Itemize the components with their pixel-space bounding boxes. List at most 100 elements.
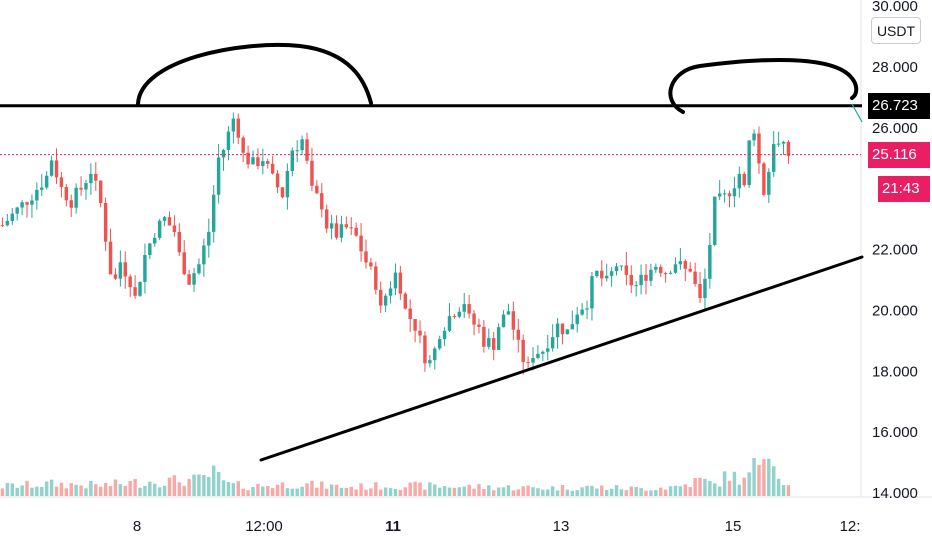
candle-body	[320, 193, 324, 210]
volume-bar	[506, 485, 511, 496]
candle-body	[285, 171, 290, 198]
volume-bar	[84, 488, 88, 496]
volume-bar	[226, 482, 231, 496]
candle-body	[708, 244, 712, 279]
volume-bar	[324, 488, 329, 496]
volume-bar	[354, 489, 358, 496]
candle-body	[477, 324, 481, 327]
volume-bar	[138, 487, 142, 496]
volume-bar	[20, 485, 24, 496]
volume-bar	[315, 487, 319, 496]
volume-bar	[452, 487, 457, 496]
y-tick-label: 16.000	[872, 424, 918, 441]
candle-body	[703, 278, 707, 298]
candle-body	[413, 319, 417, 331]
candle-body	[94, 173, 98, 181]
candle-body	[202, 245, 206, 265]
volume-bar	[708, 480, 712, 496]
candle-body	[757, 133, 761, 164]
volume-bar	[457, 487, 462, 496]
volume-bar	[541, 489, 545, 496]
candle-body	[590, 276, 594, 309]
currency-unit-button[interactable]: USDT	[871, 17, 921, 44]
volume-bar	[423, 489, 427, 496]
candles	[0, 112, 791, 375]
candle-body	[747, 140, 751, 186]
volume-bar	[5, 482, 10, 496]
volume-bar	[349, 486, 353, 496]
candle-body	[197, 264, 201, 274]
candle-body	[15, 207, 19, 214]
candle-body	[167, 217, 172, 226]
candle-body	[128, 276, 132, 288]
candle-body	[575, 314, 579, 325]
volume-bar	[526, 485, 530, 496]
volume-bar	[256, 483, 260, 496]
candle-body	[157, 220, 162, 238]
volume-bar	[467, 484, 471, 496]
candle-body	[251, 157, 255, 165]
current-price-tag: 25.116	[868, 141, 930, 168]
volume-bar	[649, 490, 653, 496]
volume-bar	[192, 474, 196, 496]
candle-body	[172, 225, 177, 232]
volume-bar	[320, 481, 324, 496]
candle-body	[619, 265, 624, 267]
candle-body	[334, 223, 339, 238]
volume-bar	[442, 486, 447, 496]
y-tick-label: 30.000	[872, 0, 918, 15]
volume-bar	[521, 486, 525, 496]
volume-bar	[182, 485, 186, 496]
volume-bar	[310, 480, 314, 496]
ascending-support-line	[259, 255, 864, 462]
candle-body	[698, 283, 702, 298]
candle-body	[118, 262, 123, 279]
volume-bar	[0, 488, 5, 496]
volume-bar	[742, 477, 746, 496]
candle-body	[69, 200, 73, 208]
candle-body	[393, 272, 398, 289]
candle-body	[462, 304, 466, 312]
candle-body	[767, 171, 771, 195]
volume-bar	[575, 490, 579, 496]
volume-bar	[103, 482, 108, 496]
volume-bar	[717, 486, 722, 496]
candle-body	[403, 293, 408, 309]
candle-body	[177, 231, 182, 253]
bar-countdown-tag: 21:43	[878, 175, 930, 202]
volume-bar	[393, 489, 398, 496]
candle-body	[310, 160, 314, 186]
candle-body	[437, 339, 442, 349]
volume-bar	[629, 486, 633, 496]
volume-bar	[732, 471, 737, 496]
x-tick-label: 12:00	[245, 518, 283, 535]
candle-body	[629, 274, 633, 286]
candle-body	[25, 202, 29, 205]
candle-body	[0, 225, 5, 227]
candle-body	[541, 351, 545, 354]
volume-bar	[683, 484, 688, 496]
volume-bar	[757, 464, 761, 496]
volume-bar	[403, 487, 408, 496]
y-tick-label: 28.000	[872, 59, 918, 76]
volume-bar	[64, 488, 69, 496]
volume-bar	[285, 488, 290, 496]
volume-bar	[786, 485, 791, 496]
volume-bar	[89, 481, 93, 496]
volume-bar	[305, 483, 309, 496]
candle-body	[742, 173, 746, 186]
volume-bar	[35, 486, 39, 496]
arc-tail-stroke	[851, 103, 863, 123]
volume-bar	[727, 480, 732, 496]
volume-bar	[270, 488, 275, 496]
candle-body	[683, 261, 688, 269]
x-tick-label: 15	[725, 518, 742, 535]
candle-body	[315, 185, 319, 194]
volume-bar	[98, 486, 103, 496]
volume-bar	[261, 486, 265, 496]
candle-body	[280, 187, 285, 198]
candle-body	[521, 339, 525, 363]
candle-body	[433, 348, 437, 361]
